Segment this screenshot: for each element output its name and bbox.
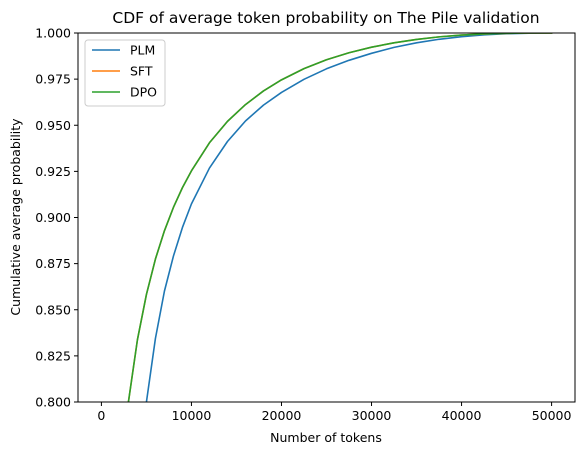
series-line-dpo xyxy=(127,33,553,402)
x-tick-label: 50000 xyxy=(532,408,572,423)
x-axis-ticks: 0 10000 20000 30000 40000 50000 xyxy=(97,402,572,423)
x-axis-label: Number of tokens xyxy=(270,430,382,445)
y-tick-label: 0.950 xyxy=(35,118,71,133)
y-tick-label: 0.900 xyxy=(35,210,71,225)
y-tick-label: 0.925 xyxy=(35,164,71,179)
x-tick-label: 30000 xyxy=(352,408,392,423)
y-axis-ticks: 0.800 0.825 0.850 0.875 0.900 0.925 0.950 0.975… xyxy=(35,26,78,410)
x-tick-label: 10000 xyxy=(172,408,212,423)
legend: PLM SFT DPO xyxy=(84,39,166,107)
y-axis-label: Cumulative average probability xyxy=(8,118,23,316)
legend-box xyxy=(84,39,166,107)
series-layer xyxy=(127,33,553,402)
x-tick-label: 20000 xyxy=(262,408,302,423)
series-line-plm xyxy=(145,33,553,402)
legend-label-dpo: DPO xyxy=(130,85,157,100)
x-tick-label: 0 xyxy=(97,408,105,423)
y-tick-label: 0.825 xyxy=(35,348,71,363)
y-tick-label: 0.850 xyxy=(35,302,71,317)
legend-label-plm: PLM xyxy=(130,43,155,58)
y-tick-label: 0.875 xyxy=(35,256,71,271)
chart-title: CDF of average token probability on The … xyxy=(112,9,539,27)
x-tick-label: 40000 xyxy=(442,408,482,423)
y-tick-label: 0.800 xyxy=(35,395,71,410)
y-tick-label: 1.000 xyxy=(35,26,71,41)
legend-label-sft: SFT xyxy=(130,64,153,79)
y-tick-label: 0.975 xyxy=(35,72,71,87)
